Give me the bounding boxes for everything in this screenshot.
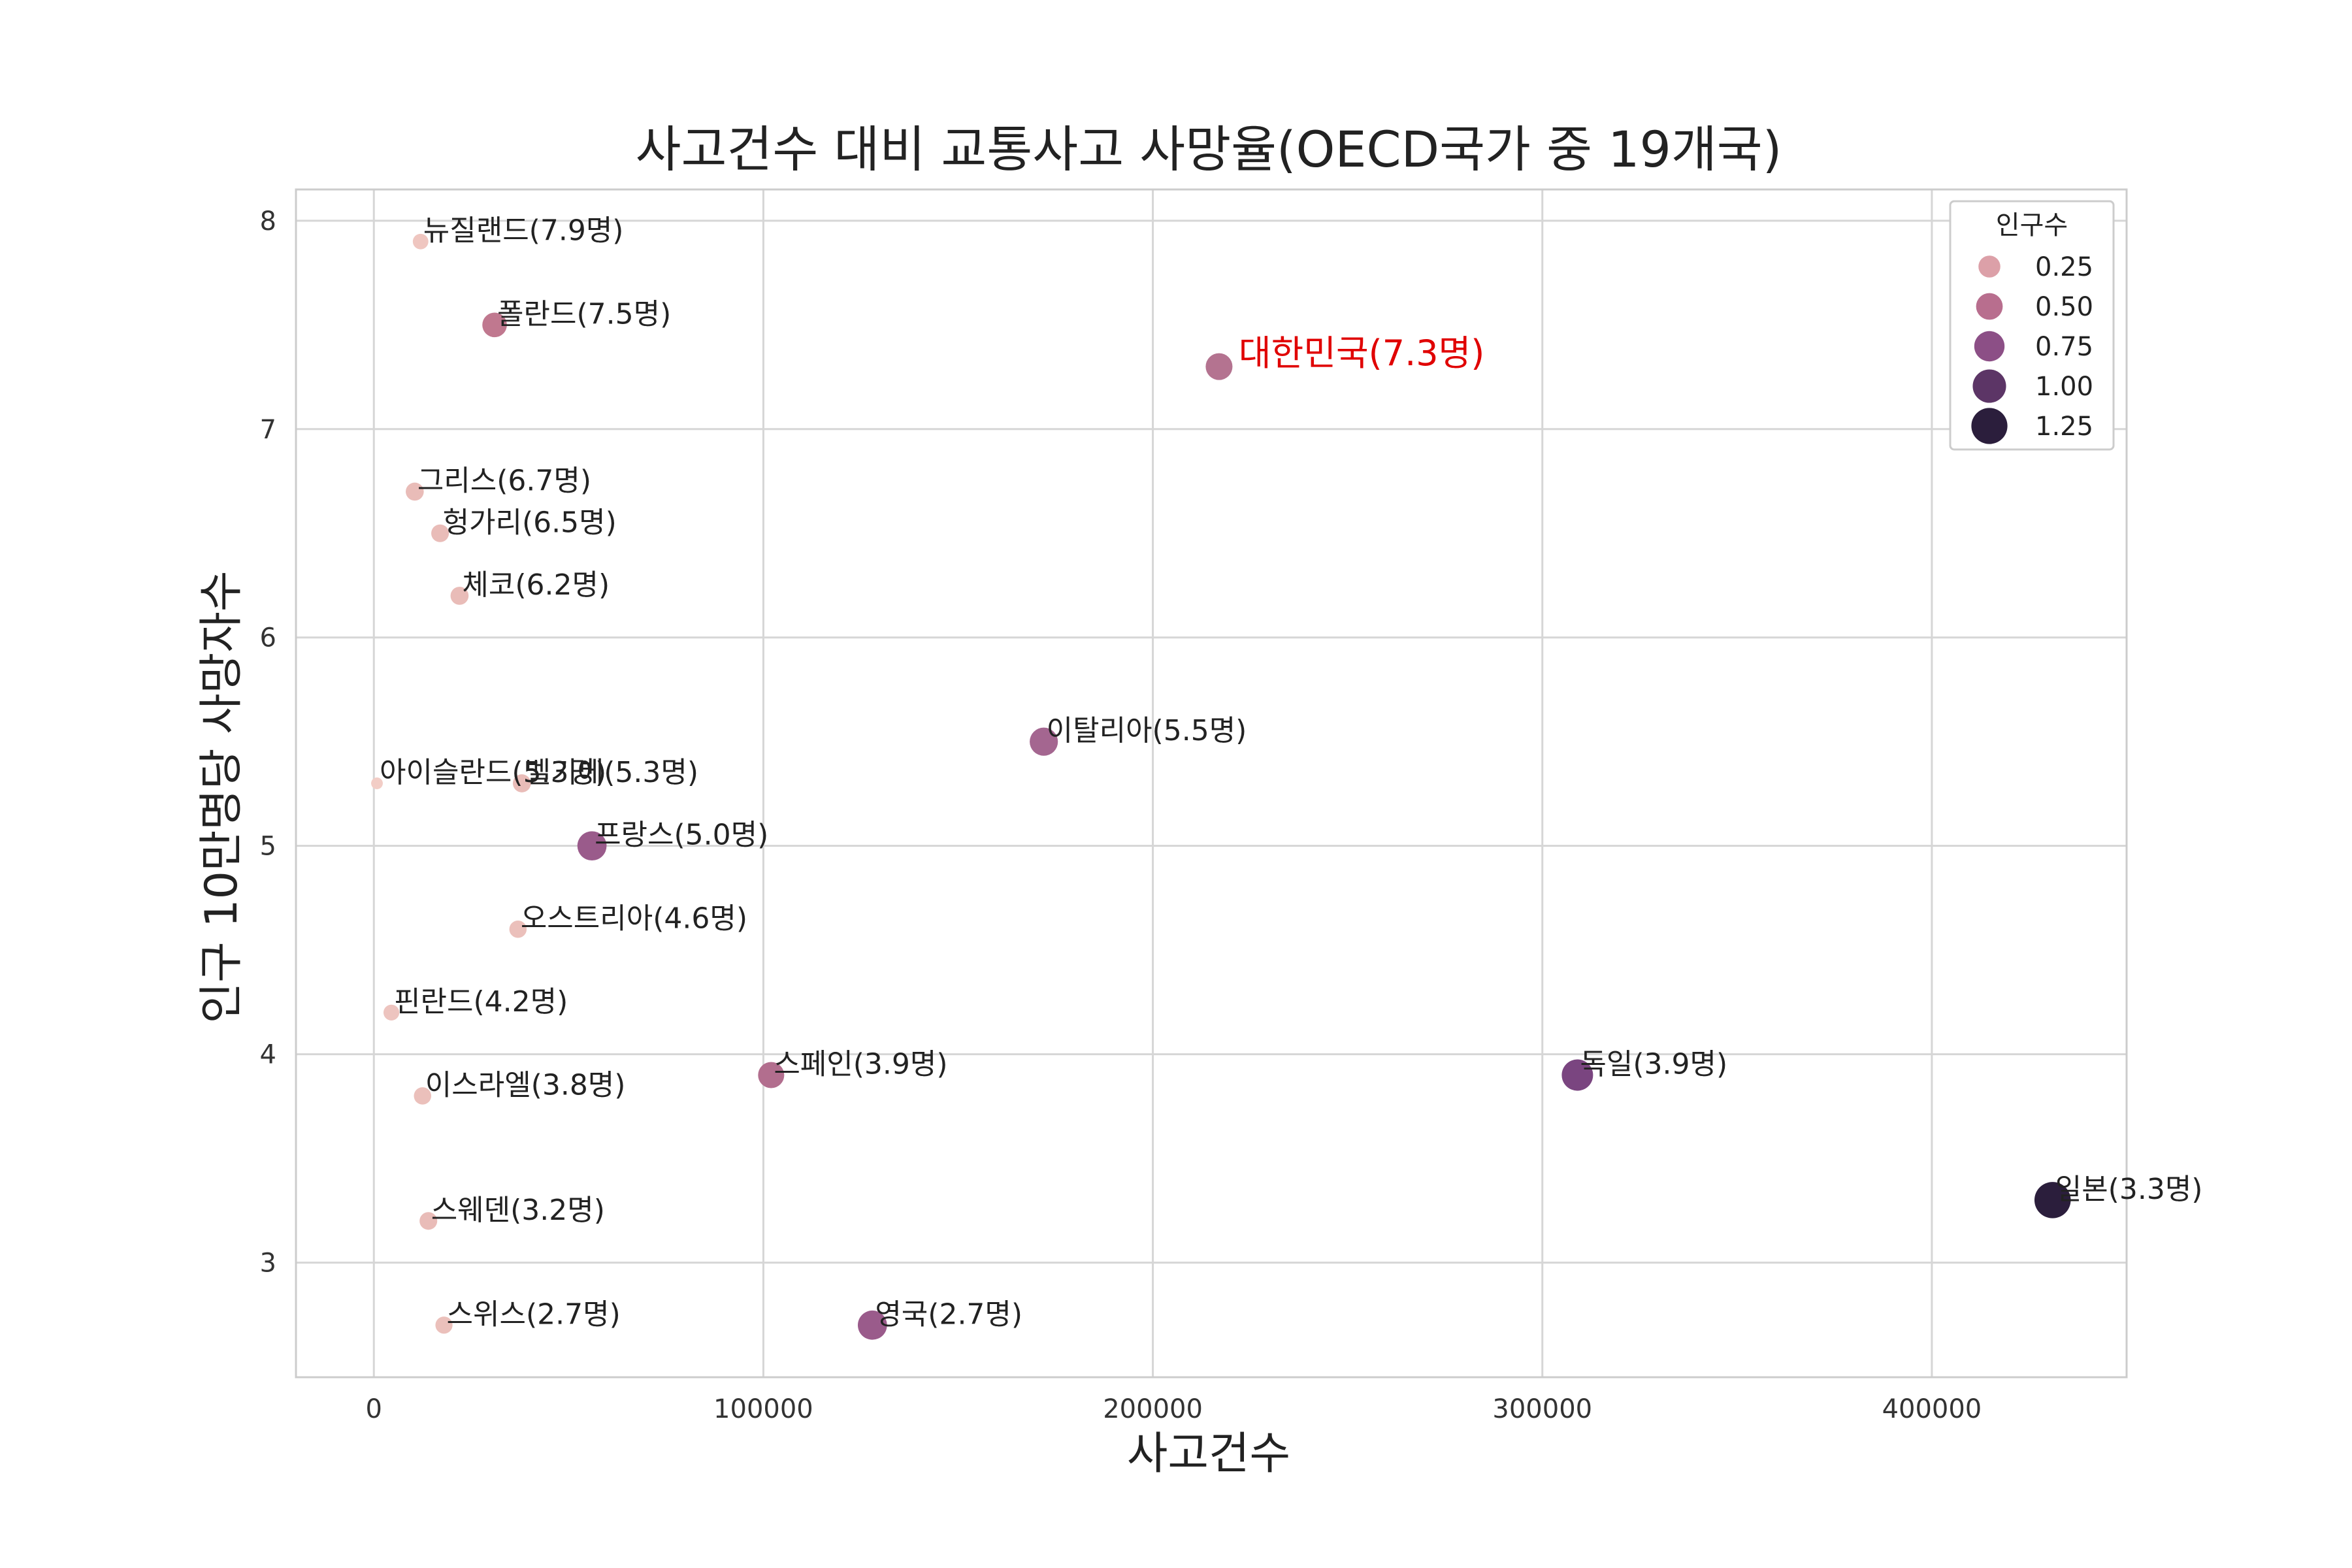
x-tick-label: 400000	[1882, 1394, 1982, 1424]
y-tick-label: 7	[260, 415, 276, 445]
x-axis-ticks: 0 100000 200000 300000 400000	[366, 1394, 1982, 1424]
y-tick-label: 6	[260, 623, 276, 653]
data-point-label: 체코(6.2명)	[462, 568, 610, 602]
legend-marker	[1976, 293, 2003, 320]
legend-entry-label: 1.25	[2035, 412, 2093, 442]
legend-marker	[1971, 408, 2008, 444]
legend-marker	[1978, 255, 2001, 278]
y-tick-label: 8	[260, 206, 276, 237]
data-point	[435, 1316, 453, 1334]
legend: 인구수 0.25 0.50 0.75 1.00 1.25	[1949, 200, 2115, 451]
data-point	[383, 1004, 400, 1021]
chart-title: 사고건수 대비 교통사고 사망율(OECD국가 중 19개국)	[636, 120, 1782, 178]
data-point	[1561, 1059, 1593, 1091]
legend-marker	[1972, 369, 2006, 403]
data-point	[2034, 1182, 2071, 1218]
data-point-label: 스위스(2.7명)	[447, 1298, 621, 1331]
data-point-label: 독일(3.9명)	[1580, 1048, 1727, 1081]
legend-entries: 0.25 0.50 0.75 1.00 1.25	[1971, 252, 2093, 444]
data-point-label: 오스트리아(4.6명)	[521, 902, 747, 935]
y-tick-label: 3	[260, 1249, 276, 1279]
data-point-label: 핀란드(4.2명)	[394, 985, 568, 1019]
data-point	[419, 1212, 438, 1230]
x-tick-label: 0	[366, 1394, 382, 1424]
data-point-label: 폴란드(7.5명)	[497, 297, 671, 331]
data-point	[450, 587, 469, 605]
legend-title: 인구수	[1996, 210, 2068, 240]
data-point	[758, 1062, 785, 1088]
data-point	[482, 312, 507, 338]
data-point	[857, 1310, 887, 1340]
data-point	[512, 774, 531, 792]
plot-frame	[295, 188, 2128, 1379]
y-tick-label: 4	[260, 1040, 276, 1070]
x-axis-label: 사고건수	[1127, 1428, 1290, 1480]
data-point-label: 뉴질랜드(7.9명)	[423, 214, 624, 248]
data-point	[577, 831, 607, 861]
y-axis-ticks: 3 4 5 6 7 8	[260, 206, 276, 1279]
data-point-label: 일본(3.3명)	[2055, 1173, 2203, 1206]
data-point-label: 이탈리아(5.5명)	[1047, 714, 1247, 747]
data-points	[371, 233, 2071, 1340]
data-point	[509, 921, 527, 938]
data-point	[371, 777, 383, 789]
data-point-label: 벨기에(5.3명)	[525, 756, 698, 789]
legend-entry-label: 0.75	[2035, 332, 2093, 362]
data-point	[414, 1087, 432, 1105]
data-point-label: 대한민국(7.3명)	[1239, 333, 1484, 374]
data-point-label: 헝가리(6.5명)	[443, 506, 617, 539]
data-point	[412, 233, 429, 250]
data-point	[1030, 727, 1058, 756]
data-point-label: 프랑스(5.0명)	[595, 819, 768, 852]
x-tick-label: 200000	[1103, 1394, 1203, 1424]
y-axis-label: 인구 10만명당 사망자수	[196, 571, 248, 1024]
x-tick-label: 300000	[1492, 1394, 1592, 1424]
data-point-label: 그리스(6.7명)	[417, 464, 591, 497]
data-point	[406, 482, 424, 501]
legend-marker	[1974, 331, 2005, 362]
data-point-label: 영국(2.7명)	[875, 1298, 1022, 1331]
legend-entry-label: 0.25	[2035, 252, 2093, 282]
data-point-labels: 뉴질랜드(7.9명) 폴란드(7.5명) 대한민국(7.3명) 그리스(6.7명) 헝가…	[380, 214, 2202, 1331]
data-point-label: 스웨덴(3.2명)	[431, 1194, 605, 1227]
legend-entry-label: 0.50	[2035, 292, 2093, 322]
data-point-label: 아이슬란드(5.3명)	[380, 756, 606, 789]
data-point-label: 이스라엘(3.8명)	[425, 1068, 626, 1102]
data-point	[431, 524, 449, 542]
legend-entry-label: 1.00	[2035, 372, 2093, 402]
y-tick-label: 5	[260, 832, 276, 862]
data-point-label: 스페인(3.9명)	[774, 1048, 947, 1081]
data-point	[1205, 353, 1233, 380]
x-tick-label: 100000	[713, 1394, 813, 1424]
